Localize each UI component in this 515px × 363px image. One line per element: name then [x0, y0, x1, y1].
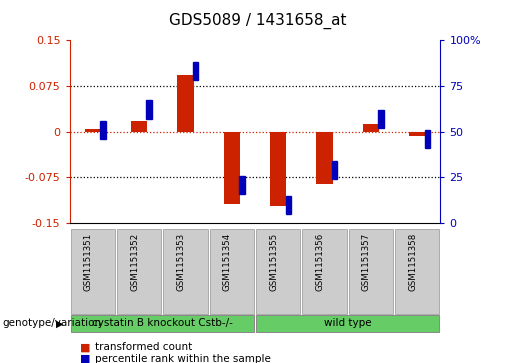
Bar [146, 101, 152, 119]
Bar [378, 110, 384, 128]
Bar [177, 75, 194, 132]
Text: ■: ■ [80, 342, 90, 352]
Text: GSM1151353: GSM1151353 [177, 232, 185, 290]
Text: GDS5089 / 1431658_at: GDS5089 / 1431658_at [169, 13, 346, 29]
Text: genotype/variation: genotype/variation [3, 318, 101, 329]
Text: GSM1151358: GSM1151358 [408, 232, 417, 290]
Bar [224, 132, 240, 204]
Bar [131, 121, 147, 132]
Text: transformed count: transformed count [95, 342, 193, 352]
Text: GSM1151352: GSM1151352 [130, 232, 139, 290]
Bar [409, 132, 425, 136]
Text: percentile rank within the sample: percentile rank within the sample [95, 354, 271, 363]
Bar [316, 132, 333, 184]
Text: wild type: wild type [324, 318, 371, 329]
Text: GSM1151351: GSM1151351 [84, 232, 93, 290]
Bar [424, 130, 430, 148]
Bar [239, 176, 245, 194]
Bar [270, 132, 286, 206]
Bar [193, 62, 198, 80]
Bar [363, 124, 379, 132]
Bar [285, 196, 291, 214]
Text: GSM1151355: GSM1151355 [269, 232, 278, 290]
Text: cystatin B knockout Cstb-/-: cystatin B knockout Cstb-/- [92, 318, 233, 329]
Text: GSM1151354: GSM1151354 [223, 232, 232, 290]
Text: ▶: ▶ [56, 318, 63, 329]
Bar [84, 129, 101, 132]
Text: GSM1151356: GSM1151356 [316, 232, 324, 290]
Bar [100, 121, 106, 139]
Text: ■: ■ [80, 354, 90, 363]
Text: GSM1151357: GSM1151357 [362, 232, 371, 290]
Bar [332, 161, 337, 179]
